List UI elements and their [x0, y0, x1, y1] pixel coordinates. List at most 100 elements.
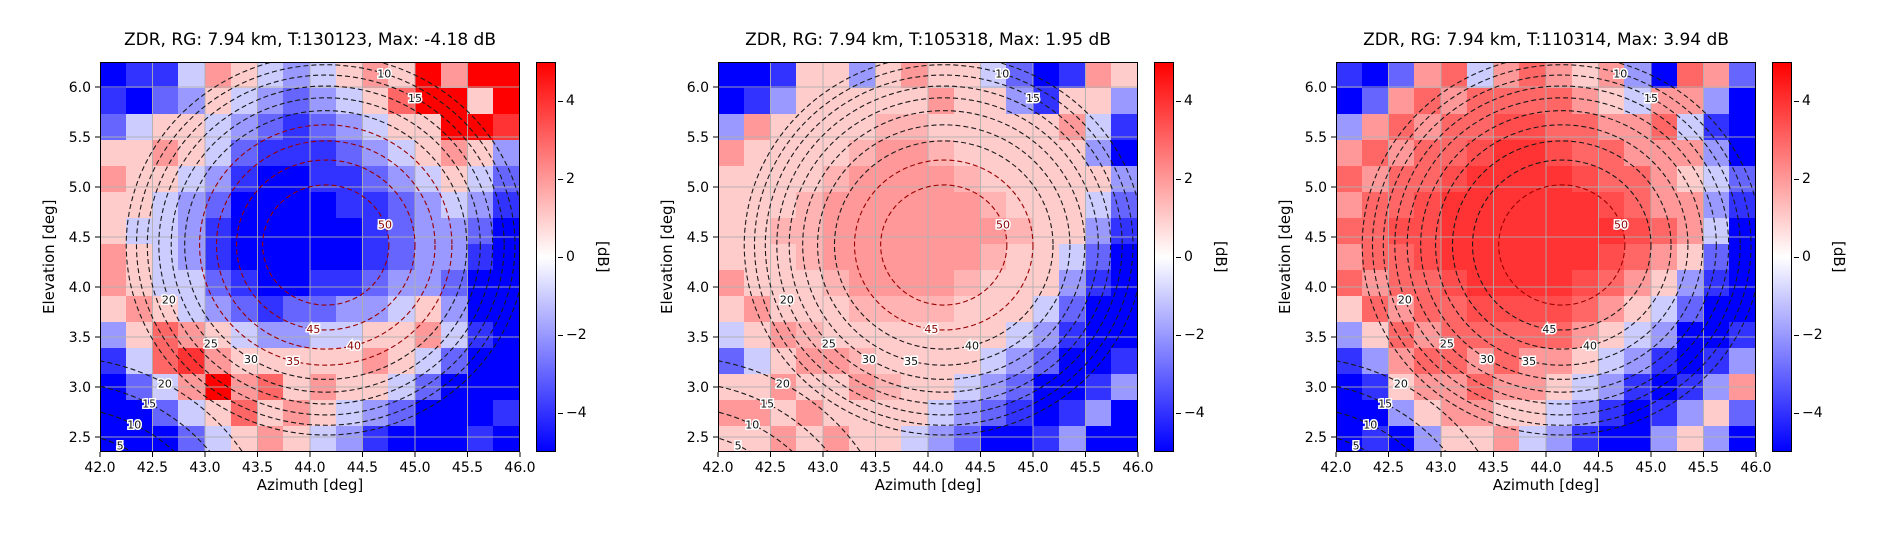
colorbar-tick-label: −4 — [1802, 405, 1823, 421]
svg-text:2.5: 2.5 — [1305, 430, 1327, 446]
colorbar — [1154, 62, 1174, 452]
svg-text:43.0: 43.0 — [189, 460, 220, 476]
colorbar-tick-label: 2 — [1802, 171, 1811, 187]
svg-text:40: 40 — [1583, 340, 1597, 353]
svg-text:5.5: 5.5 — [1305, 130, 1327, 146]
svg-text:42.0: 42.0 — [84, 460, 115, 476]
colorbar-tick-mark — [558, 256, 563, 258]
svg-text:20: 20 — [780, 293, 794, 306]
svg-text:5: 5 — [1353, 440, 1360, 453]
colorbar-tick-mark — [1794, 412, 1799, 414]
svg-text:15: 15 — [760, 398, 774, 411]
svg-text:3.0: 3.0 — [687, 380, 709, 396]
svg-text:35: 35 — [286, 355, 300, 368]
svg-text:5: 5 — [117, 440, 124, 453]
colorbar-tick-mark — [1794, 100, 1799, 102]
panel-title: ZDR, RG: 7.94 km, T:110314, Max: 3.94 dB — [1363, 30, 1729, 50]
plot-area: 10 15 20 25 30 35 40 45 50 5 10 15 20 42.0 42.5 43.0 43.… — [1305, 62, 1772, 476]
figure-row: ZDR, RG: 7.94 km, T:130123, Max: -4.18 d… — [38, 28, 1854, 508]
svg-text:25: 25 — [204, 337, 218, 350]
svg-text:5.0: 5.0 — [687, 180, 709, 196]
svg-text:4.5: 4.5 — [69, 230, 91, 246]
svg-text:15: 15 — [1644, 92, 1658, 105]
svg-text:5.5: 5.5 — [69, 130, 91, 146]
svg-text:20: 20 — [776, 377, 790, 390]
svg-text:2.5: 2.5 — [69, 430, 91, 446]
colorbar-tick-label: −2 — [1184, 327, 1205, 343]
svg-text:42.5: 42.5 — [1373, 460, 1404, 476]
svg-text:45.5: 45.5 — [1070, 460, 1101, 476]
svg-text:45.0: 45.0 — [1635, 460, 1666, 476]
svg-text:5.0: 5.0 — [69, 180, 91, 196]
colorbar-tick-label: 2 — [566, 171, 575, 187]
colorbar-tick-label: −4 — [1184, 405, 1205, 421]
panel-t105318: ZDR, RG: 7.94 km, T:105318, Max: 1.95 dB… — [656, 28, 1236, 508]
y-axis-label: Elevation [deg] — [40, 199, 58, 315]
colorbar-tick-label: 0 — [1802, 249, 1811, 265]
svg-text:20: 20 — [162, 293, 176, 306]
svg-text:3.0: 3.0 — [69, 380, 91, 396]
svg-text:35: 35 — [904, 355, 918, 368]
colorbar-tick-mark — [1794, 334, 1799, 336]
svg-text:43.0: 43.0 — [1425, 460, 1456, 476]
svg-text:6.0: 6.0 — [69, 80, 91, 96]
svg-text:45.0: 45.0 — [399, 460, 430, 476]
svg-text:44.0: 44.0 — [1530, 460, 1561, 476]
svg-text:20: 20 — [1394, 377, 1408, 390]
svg-text:35: 35 — [1522, 355, 1536, 368]
x-axis-label: Azimuth [deg] — [874, 476, 982, 494]
colorbar-ticks: 4 2 0 −2 −4 — [1176, 62, 1212, 452]
colorbar-tick-label: −2 — [566, 327, 587, 343]
svg-text:10: 10 — [995, 68, 1009, 81]
panel-t130123: ZDR, RG: 7.94 km, T:130123, Max: -4.18 d… — [38, 28, 618, 508]
svg-text:6.0: 6.0 — [687, 80, 709, 96]
svg-text:4.0: 4.0 — [1305, 280, 1327, 296]
svg-text:43.5: 43.5 — [242, 460, 273, 476]
svg-text:10: 10 — [745, 418, 759, 431]
panel-t110314: ZDR, RG: 7.94 km, T:110314, Max: 3.94 dB… — [1274, 28, 1854, 508]
svg-text:4.5: 4.5 — [1305, 230, 1327, 246]
colorbar-label: [dB] — [1830, 241, 1848, 273]
svg-text:46.0: 46.0 — [1122, 460, 1153, 476]
svg-text:25: 25 — [822, 337, 836, 350]
colorbar-tick-label: 4 — [1802, 93, 1811, 109]
svg-text:45.5: 45.5 — [1688, 460, 1719, 476]
svg-text:43.0: 43.0 — [807, 460, 838, 476]
svg-text:4.0: 4.0 — [687, 280, 709, 296]
colorbar-tick-mark — [1176, 412, 1181, 414]
colorbar-tick-mark — [1176, 334, 1181, 336]
colorbar-tick-label: −4 — [566, 405, 587, 421]
colorbar-ticks: 4 2 0 −2 −4 — [558, 62, 594, 452]
svg-text:50: 50 — [1614, 218, 1628, 231]
colorbar-tick-label: 2 — [1184, 171, 1193, 187]
svg-text:46.0: 46.0 — [1740, 460, 1771, 476]
svg-text:40: 40 — [347, 340, 361, 353]
x-axis-label: Azimuth [deg] — [256, 476, 364, 494]
svg-text:42.0: 42.0 — [702, 460, 733, 476]
svg-text:3.5: 3.5 — [1305, 330, 1327, 346]
x-axis-label: Azimuth [deg] — [1492, 476, 1600, 494]
svg-text:45: 45 — [1542, 323, 1556, 336]
colorbar-label: [dB] — [1212, 241, 1230, 273]
svg-text:5: 5 — [735, 440, 742, 453]
colorbar-tick-label: 4 — [1184, 93, 1193, 109]
svg-text:44.5: 44.5 — [347, 460, 378, 476]
svg-text:44.5: 44.5 — [965, 460, 996, 476]
colorbar-tick-mark — [558, 100, 563, 102]
svg-text:10: 10 — [127, 418, 141, 431]
colorbar-tick-mark — [1794, 256, 1799, 258]
colorbar-tick-mark — [1794, 178, 1799, 180]
svg-text:4.0: 4.0 — [69, 280, 91, 296]
svg-text:25: 25 — [1440, 337, 1454, 350]
svg-text:42.5: 42.5 — [755, 460, 786, 476]
colorbar-tick-mark — [1176, 100, 1181, 102]
colorbar-label: [dB] — [594, 241, 612, 273]
colorbar-tick-label: 4 — [566, 93, 575, 109]
svg-text:2.5: 2.5 — [687, 430, 709, 446]
colorbar-tick-mark — [1176, 256, 1181, 258]
svg-text:15: 15 — [1026, 92, 1040, 105]
y-axis-label: Elevation [deg] — [658, 199, 676, 315]
colorbar-ticks: 4 2 0 −2 −4 — [1794, 62, 1830, 452]
plot-area: 10 15 20 25 30 35 40 45 50 5 10 15 20 42.0 42.5 43.0 43.… — [69, 62, 536, 476]
colorbar-tick-label: −2 — [1802, 327, 1823, 343]
